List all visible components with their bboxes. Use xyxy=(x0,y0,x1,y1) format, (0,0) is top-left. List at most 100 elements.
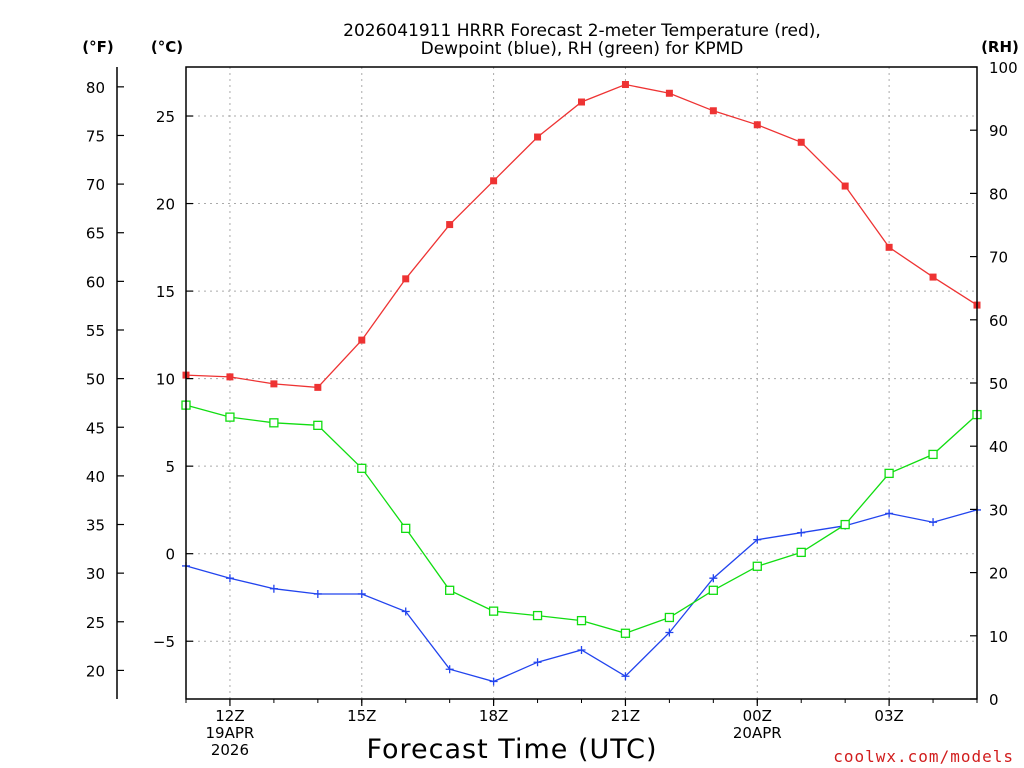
temperature-marker xyxy=(753,121,761,129)
temperature-marker xyxy=(226,373,234,381)
credit-label: coolwx.com/models xyxy=(833,747,1014,766)
rh-tick-label: 20 xyxy=(989,565,1008,583)
x-tick-label: 20APR xyxy=(733,724,782,742)
celsius-tick-label: 5 xyxy=(165,458,175,476)
dewpoint-marker xyxy=(445,665,454,674)
rh-tick-label: 10 xyxy=(989,628,1008,646)
temperature-marker xyxy=(534,133,542,141)
dewpoint-marker xyxy=(797,528,806,537)
chart-title-line-1: 2026041911 HRRR Forecast 2-meter Tempera… xyxy=(343,21,821,41)
x-tick-label: 03Z xyxy=(874,707,903,725)
fahrenheit-tick-label: 20 xyxy=(86,662,105,680)
dewpoint-marker xyxy=(225,574,234,583)
x-tick-label: 15Z xyxy=(347,707,376,725)
rh-tick-label: 40 xyxy=(989,438,1008,456)
rh-line xyxy=(185,404,978,634)
dewpoint-line xyxy=(185,509,978,683)
rh-marker xyxy=(269,418,279,428)
rh-marker xyxy=(313,420,323,430)
temperature-marker xyxy=(314,383,322,391)
fahrenheit-tick-label: 80 xyxy=(86,79,105,97)
rh-marker xyxy=(576,615,587,626)
fahrenheit-tick-label: 45 xyxy=(86,419,105,437)
temperature-marker xyxy=(621,81,629,89)
temperature-marker xyxy=(270,380,278,388)
celsius-tick-label: 15 xyxy=(156,283,175,301)
fahrenheit-tick-label: 70 xyxy=(86,176,105,194)
fahrenheit-tick-label: 55 xyxy=(86,322,105,340)
x-tick-label: 18Z xyxy=(479,707,508,725)
fahrenheit-tick-label: 50 xyxy=(86,371,105,389)
2-meter-temperature-line xyxy=(185,83,978,389)
fahrenheit-tick-label: 35 xyxy=(86,517,105,535)
chart-title-line-2: Dewpoint (blue), RH (green) for KPMD xyxy=(421,39,744,59)
fahrenheit-unit-label: (°F) xyxy=(82,38,113,56)
dewpoint-marker xyxy=(665,628,674,637)
temperature-marker xyxy=(841,182,849,190)
rh-tick-label: 100 xyxy=(989,59,1018,77)
dewpoint-marker xyxy=(313,589,322,598)
gridlines xyxy=(186,67,977,699)
dewpoint-marker xyxy=(357,589,366,598)
temperature-marker xyxy=(358,336,366,344)
x-tick-label: 12Z xyxy=(215,707,244,725)
temperature-marker xyxy=(402,275,410,283)
rh-marker xyxy=(884,468,894,479)
fahrenheit-tick-label: 30 xyxy=(86,565,105,583)
celsius-tick-label: 0 xyxy=(165,546,175,564)
x-tick-label: 21Z xyxy=(611,707,640,725)
rh-tick-label: 90 xyxy=(989,122,1008,140)
dewpoint-marker xyxy=(709,574,718,583)
series-layer xyxy=(181,81,982,686)
x-tick-label: 19APR xyxy=(206,724,255,742)
dewpoint-marker xyxy=(621,672,630,681)
dewpoint-marker xyxy=(401,607,410,616)
rh-unit-label: (RH) xyxy=(981,38,1019,56)
rh-tick-label: 0 xyxy=(989,691,999,709)
fahrenheit-tick-label: 25 xyxy=(86,614,105,632)
temperature-marker xyxy=(929,273,937,281)
temperature-marker xyxy=(665,89,673,97)
dewpoint-marker xyxy=(269,584,278,593)
dewpoint-marker xyxy=(753,535,762,544)
rh-tick-label: 80 xyxy=(989,185,1008,203)
x-tick-label: 00Z xyxy=(743,707,772,725)
temperature-marker xyxy=(578,98,585,106)
dewpoint-marker xyxy=(885,509,894,518)
temperature-marker xyxy=(709,107,717,115)
dewpoint-marker xyxy=(929,518,938,527)
fahrenheit-tick-label: 65 xyxy=(86,225,105,243)
rh-tick-label: 60 xyxy=(989,312,1008,330)
x-axis-title: Forecast Time (UTC) xyxy=(366,734,657,765)
dewpoint-marker xyxy=(533,658,542,667)
rh-marker xyxy=(752,561,762,571)
rh-marker xyxy=(928,449,938,460)
rh-marker xyxy=(840,519,850,530)
rh-marker xyxy=(708,585,718,595)
plot-frame xyxy=(185,66,978,700)
rh-marker xyxy=(357,463,367,473)
temperature-marker xyxy=(797,138,805,146)
temperature-marker xyxy=(446,221,454,229)
celsius-tick-label: −5 xyxy=(153,633,175,651)
rh-marker xyxy=(488,606,499,616)
dewpoint-marker xyxy=(489,677,498,686)
rh-marker xyxy=(225,412,235,422)
fahrenheit-tick-label: 60 xyxy=(86,273,105,291)
temperature-marker xyxy=(490,177,498,185)
fahrenheit-tick-label: 75 xyxy=(86,127,105,145)
rh-marker xyxy=(445,585,455,595)
rh-tick-label: 50 xyxy=(989,375,1008,393)
rh-marker xyxy=(401,523,411,534)
celsius-tick-label: 10 xyxy=(156,371,175,389)
dewpoint-marker xyxy=(577,645,586,654)
rh-tick-label: 30 xyxy=(989,501,1008,519)
celsius-unit-label: (°C) xyxy=(151,38,183,56)
rh-marker xyxy=(796,547,806,558)
temperature-marker xyxy=(885,243,893,251)
celsius-tick-label: 25 xyxy=(156,108,175,126)
rh-marker xyxy=(532,610,543,621)
rh-tick-label: 70 xyxy=(989,249,1008,267)
